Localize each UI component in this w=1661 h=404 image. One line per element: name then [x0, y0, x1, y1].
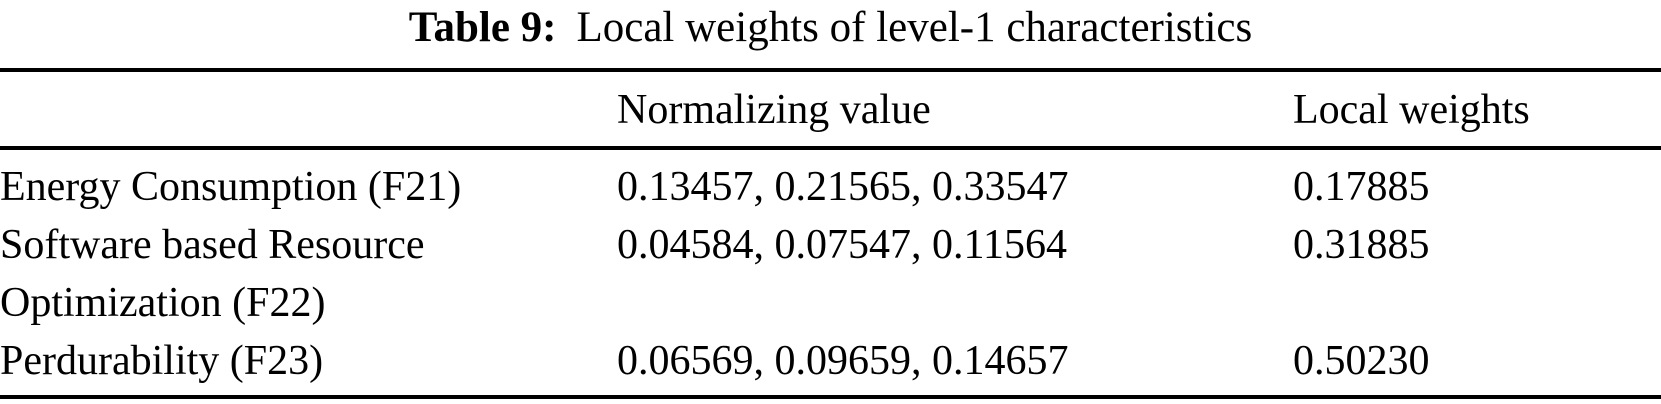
- normalizing-value-cell: 0.13457, 0.21565, 0.33547: [617, 164, 1069, 210]
- table-caption-text: Local weights of level-1 characteristics: [576, 4, 1253, 51]
- local-weight-cell: 0.17885: [1293, 164, 1430, 210]
- table-row: Perdurability (F23) 0.06569, 0.09659, 0.…: [0, 332, 1661, 397]
- table-body: Energy Consumption (F21) 0.13457, 0.2156…: [0, 148, 1661, 397]
- row-label: Perdurability (F23): [0, 338, 324, 384]
- table-row: Energy Consumption (F21) 0.13457, 0.2156…: [0, 148, 1661, 216]
- column-header-characteristic: [0, 70, 617, 150]
- normalizing-value-cell: 0.06569, 0.09659, 0.14657: [617, 338, 1069, 384]
- local-weights-table: Normalizing value Local weights Energy C…: [0, 68, 1661, 399]
- table-caption-label: Table 9:: [408, 4, 557, 51]
- row-label: Energy Consumption (F21): [0, 164, 462, 210]
- table-header: Normalizing value Local weights: [0, 70, 1661, 150]
- row-label: Software based Resource Optimization (F2…: [0, 222, 425, 326]
- local-weight-cell: 0.31885: [1293, 222, 1430, 268]
- table-caption: Table 9: Local weights of level-1 charact…: [0, 2, 1661, 54]
- table-row: Software based Resource Optimization (F2…: [0, 216, 1661, 332]
- local-weight-cell: 0.50230: [1293, 338, 1430, 384]
- column-header-normalizing-value: Normalizing value: [617, 70, 1293, 150]
- header-row: Normalizing value Local weights: [0, 70, 1661, 150]
- column-header-local-weights: Local weights: [1293, 70, 1661, 150]
- normalizing-value-cell: 0.04584, 0.07547, 0.11564: [617, 222, 1067, 268]
